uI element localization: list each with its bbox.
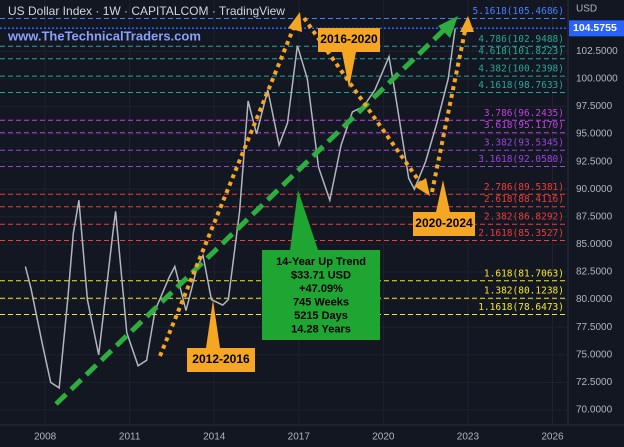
x-tick-label: 2017 [288, 432, 311, 443]
y-tick-label: 75.0000 [576, 349, 613, 360]
fib-label: 3.786(96.2435) [484, 108, 564, 119]
trend-box-line: 745 Weeks [293, 296, 349, 308]
y-tick-label: 95.0000 [576, 129, 613, 140]
fib-label: 3.382(93.5345) [484, 138, 564, 149]
fib-label: 1.618(81.7063) [484, 268, 564, 279]
y-tick-label: 87.5000 [576, 211, 613, 222]
fib-label: 4.382(100.2398) [478, 64, 564, 75]
currency: USD [576, 4, 597, 15]
y-tick-label: 80.0000 [576, 294, 613, 305]
x-tick-label: 2020 [372, 432, 395, 443]
trend-box-line: $33.71 USD [291, 269, 351, 281]
x-tick-label: 2014 [203, 432, 226, 443]
y-tick-label: 100.0000 [576, 73, 618, 84]
trend-box-line: 14.28 Years [291, 323, 351, 335]
callout-label: 2012-2016 [192, 352, 250, 366]
callout [187, 300, 255, 372]
x-tick-label: 2023 [457, 432, 480, 443]
y-tick-label: 70.0000 [576, 405, 613, 416]
fib-label: 3.618(95.1170) [484, 120, 564, 131]
x-tick-label: 2011 [119, 432, 141, 443]
x-tick-label: 2008 [34, 432, 57, 443]
y-tick-label: 85.0000 [576, 239, 613, 250]
y-tick-label: 90.0000 [576, 184, 613, 195]
fib-label: 2.618(88.4116) [484, 194, 564, 205]
chart-title: US Dollar Index · 1W · CAPITALCOM · Trad… [8, 4, 285, 18]
arrow-head [414, 178, 430, 196]
current-price-label: 104.5755 [573, 22, 617, 34]
y-tick-label: 82.5000 [576, 267, 613, 278]
arrow-head [438, 16, 458, 38]
trend-box [262, 190, 380, 340]
callout [413, 180, 475, 236]
y-tick-label: 77.5000 [576, 322, 613, 333]
arrow-head [288, 12, 302, 32]
axes: 70.0000 72.5000 75.0000 77.5000 80.0000 82.50… [34, 20, 624, 443]
trend-box-line: 5215 Days [294, 310, 348, 322]
fib-label: 1.382(80.1238) [484, 286, 564, 297]
fib-label: 2.382(86.8292) [484, 212, 564, 223]
callout-label: 2016-2020 [320, 32, 378, 46]
fib-label: 3.1618(92.0580) [478, 154, 564, 165]
fib-label: 4.1618(98.7633) [478, 80, 564, 91]
arrow-head [460, 16, 474, 32]
fib-label: 5.1618(105.4686) [472, 6, 564, 17]
x-tick-label: 2026 [541, 432, 564, 443]
y-tick-label: 97.5000 [576, 101, 613, 112]
price-series [24, 28, 456, 390]
fib-label: 4.786(102.9488) [478, 34, 564, 45]
fib-label: 4.618(101.8223) [478, 46, 564, 57]
trend-arrow [54, 24, 450, 406]
fib-label: 2.786(89.5381) [484, 182, 564, 193]
fib-label: 1.1618(78.6473) [478, 302, 564, 313]
callout [318, 28, 380, 88]
trend-box-text: 14-Year Up Trend$33.71 USD +47.09%745 Wee… [276, 256, 366, 336]
trend-box-line: 14-Year Up Trend [276, 256, 366, 268]
price-line [24, 28, 456, 390]
watermark: www.TheTechnicalTraders.com [7, 28, 201, 43]
current-price-box [569, 20, 624, 37]
trend-box-line: +47.09% [299, 283, 343, 295]
y-tick-label: 102.5000 [576, 46, 618, 57]
y-tick-label: 72.5000 [576, 377, 613, 388]
callout-label: 2020-2024 [415, 216, 473, 230]
y-tick-label: 92.5000 [576, 156, 613, 167]
fib-label: 2.1618(85.3527) [478, 228, 564, 239]
